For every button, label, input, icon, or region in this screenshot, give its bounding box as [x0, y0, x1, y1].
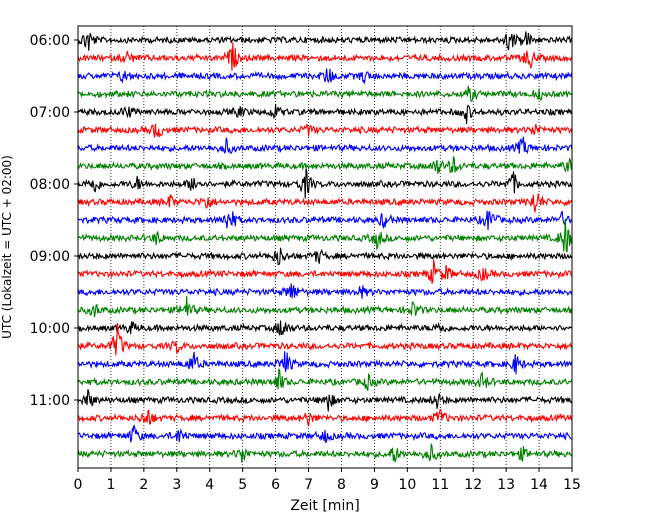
- x-tick-label: 11: [431, 477, 449, 493]
- y-tick-label: 07:00: [30, 105, 70, 121]
- trace-0730: [77, 136, 573, 155]
- y-tick-label: 11:00: [30, 393, 70, 409]
- trace-0800: [77, 168, 573, 199]
- x-tick-label: 5: [238, 477, 247, 493]
- x-tick-label: 0: [74, 477, 83, 493]
- trace-0600: [77, 31, 573, 51]
- trace-0615: [77, 42, 573, 71]
- x-tick-label: 12: [464, 477, 482, 493]
- y-tick-label: 09:00: [30, 249, 70, 265]
- trace-1145: [77, 443, 573, 464]
- trace-0900: [77, 247, 573, 266]
- x-tick-label: 6: [271, 477, 280, 493]
- x-tick-label: 15: [563, 477, 581, 493]
- trace-1100: [77, 389, 573, 412]
- trace-0745: [77, 156, 573, 174]
- y-tick-label: 10:00: [30, 321, 70, 337]
- trace-0700: [77, 104, 573, 125]
- x-tick-label: 13: [497, 477, 515, 493]
- trace-1015: [77, 323, 573, 356]
- y-axis-ticks: 06:00 07:00 08:00 09:00 10:00 11:00: [30, 33, 78, 409]
- x-tick-label: 14: [530, 477, 548, 493]
- trace-0830: [77, 210, 573, 231]
- trace-1030: [77, 351, 573, 375]
- trace-0915: [77, 259, 573, 284]
- x-tick-label: 2: [139, 477, 148, 493]
- seismic-traces: [77, 31, 573, 464]
- trace-0715: [77, 123, 573, 138]
- x-axis-label: Zeit [min]: [290, 498, 359, 514]
- x-tick-label: 1: [106, 477, 115, 493]
- plot-frame: [77, 25, 573, 469]
- x-tick-label: 4: [205, 477, 214, 493]
- x-tick-label: 8: [337, 477, 346, 493]
- trace-0845: [77, 218, 573, 253]
- trace-1045: [77, 368, 573, 391]
- trace-0945: [77, 296, 573, 318]
- y-tick-label: 08:00: [30, 177, 70, 193]
- trace-1130: [77, 424, 573, 444]
- y-tick-label: 06:00: [30, 33, 70, 49]
- trace-0630: [77, 68, 573, 84]
- trace-1000: [77, 320, 573, 336]
- x-tick-label: 9: [370, 477, 379, 493]
- trace-0930: [77, 283, 573, 299]
- trace-1115: [77, 408, 573, 427]
- y-axis-label: UTC (Lokalzeit = UTC + 02:00): [0, 155, 14, 339]
- trace-0645: [77, 85, 573, 102]
- x-axis-ticks: 0 1 2 3 4 5 6 7 8 9 10 11 12 13 14 15: [74, 468, 581, 493]
- x-tick-label: 3: [172, 477, 181, 493]
- x-tick-label: 10: [398, 477, 416, 493]
- x-tick-label: 7: [304, 477, 313, 493]
- trace-0815: [77, 193, 573, 213]
